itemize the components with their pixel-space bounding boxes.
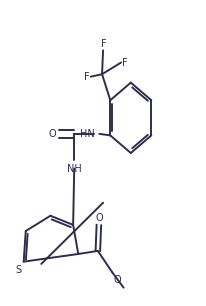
Text: O: O (49, 129, 56, 139)
Text: O: O (95, 213, 103, 223)
Text: O: O (114, 275, 121, 285)
Text: F: F (84, 72, 89, 82)
Text: F: F (101, 39, 106, 49)
Text: S: S (15, 265, 22, 275)
Text: HN: HN (80, 129, 95, 139)
Text: F: F (122, 58, 128, 68)
Text: NH: NH (67, 165, 82, 174)
